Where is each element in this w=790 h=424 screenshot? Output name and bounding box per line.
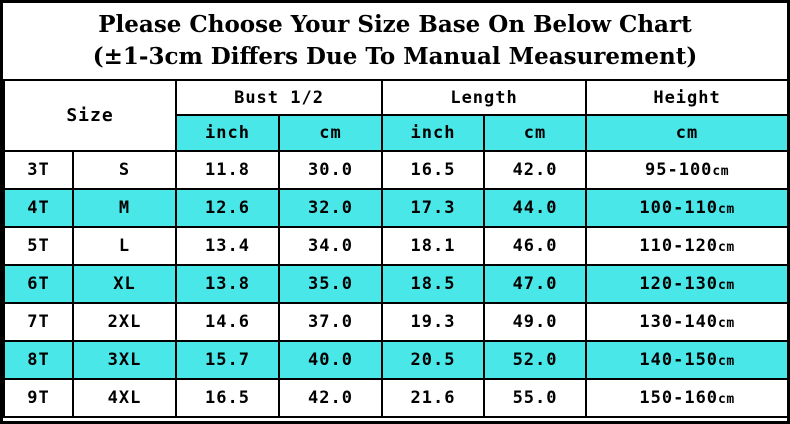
table-cell: 13.8 — [175, 264, 281, 304]
table-cell: 37.0 — [278, 302, 384, 342]
table-cell: 14.6 — [175, 302, 281, 342]
table-cell: 12.6 — [175, 188, 281, 228]
table-cell: L — [71, 226, 178, 266]
table-cell: 4XL — [71, 378, 178, 418]
table-cell: 18.5 — [381, 264, 486, 304]
unit-header-row: inch cm inch cm cm — [4, 114, 787, 152]
table-cell: 100-110cm — [585, 188, 787, 228]
table-row: 8T 3XL 15.7 40.0 20.5 52.0 140-150cm — [3, 340, 787, 380]
height-unit-suffix: cm — [718, 278, 735, 293]
table-cell: 44.0 — [483, 188, 588, 228]
table-row: 9T 4XL 16.5 42.0 21.6 55.0 150-160cm — [3, 378, 787, 418]
table-row: 7T 2XL 14.6 37.0 19.3 49.0 130-140cm — [3, 302, 787, 342]
table-cell: 52.0 — [483, 340, 588, 380]
bust-header-cell: Bust 1/2 — [175, 79, 384, 116]
table-cell: 49.0 — [483, 302, 588, 342]
height-unit-suffix: cm — [718, 240, 735, 255]
table-cell: 19.3 — [381, 302, 486, 342]
table-cell: 16.5 — [381, 150, 486, 190]
chart-title: Please Choose Your Size Base On Below Ch… — [3, 3, 787, 79]
bust-cm-unit-cell: cm — [278, 114, 384, 152]
bust-inch-unit-cell: inch — [175, 114, 281, 152]
table-row: 6T XL 13.8 35.0 18.5 47.0 120-130cm — [3, 264, 787, 304]
table-cell: 11.8 — [175, 150, 281, 190]
chart-title-line1: Please Choose Your Size Base On Below Ch… — [98, 10, 692, 38]
length-header-cell: Length — [381, 79, 588, 116]
group-header-row: Size Bust 1/2 Length Height — [3, 79, 787, 152]
height-cm-unit-cell: cm — [585, 114, 787, 152]
table-cell: 6T — [3, 264, 74, 304]
table-cell: 21.6 — [381, 378, 486, 418]
table-cell: 34.0 — [278, 226, 384, 266]
height-unit-suffix: cm — [718, 202, 735, 217]
table-cell: 150-160cm — [585, 378, 787, 418]
table-cell: 15.7 — [175, 340, 281, 380]
height-unit-suffix: cm — [718, 316, 735, 331]
size-header-cell: Size — [3, 79, 178, 152]
table-row: 4T M 12.6 32.0 17.3 44.0 100-110cm — [3, 188, 787, 228]
size-table-body: 3T S 11.8 30.0 16.5 42.0 95-100cm 4T M 12.6 32.0 17… — [3, 150, 787, 418]
table-cell: 32.0 — [278, 188, 384, 228]
table-cell: 4T — [3, 188, 74, 228]
table-cell: 13.4 — [175, 226, 281, 266]
table-cell: 47.0 — [483, 264, 588, 304]
chart-title-line2: (±1-3cm Differs Due To Manual Measuremen… — [92, 43, 698, 70]
table-row: 5T L 13.4 34.0 18.1 46.0 110-120cm — [3, 226, 787, 266]
table-cell: 55.0 — [483, 378, 588, 418]
table-cell: 120-130cm — [585, 264, 787, 304]
table-cell: 18.1 — [381, 226, 486, 266]
table-cell: 2XL — [71, 302, 178, 342]
table-cell: 110-120cm — [585, 226, 787, 266]
size-chart-table: Size Bust 1/2 Length Height inch cm inch… — [3, 79, 787, 418]
table-cell: XL — [71, 264, 178, 304]
table-cell: 130-140cm — [585, 302, 787, 342]
table-cell: 16.5 — [175, 378, 281, 418]
table-cell: 7T — [3, 302, 74, 342]
table-cell: 35.0 — [278, 264, 384, 304]
height-unit-suffix: cm — [712, 164, 730, 179]
table-cell: 46.0 — [483, 226, 588, 266]
table-cell: 30.0 — [278, 150, 384, 190]
table-cell: 8T — [3, 340, 74, 380]
table-cell: 42.0 — [483, 150, 588, 190]
height-unit-suffix: cm — [718, 354, 735, 369]
table-cell: 140-150cm — [585, 340, 787, 380]
table-cell: 3T — [3, 150, 74, 190]
table-cell: M — [71, 188, 178, 228]
length-cm-unit-cell: cm — [483, 114, 588, 152]
table-cell: S — [71, 150, 178, 190]
length-inch-unit-cell: inch — [381, 114, 486, 152]
table-cell: 95-100cm — [585, 150, 787, 190]
height-unit-suffix: cm — [718, 392, 735, 407]
table-cell: 40.0 — [278, 340, 384, 380]
table-cell: 17.3 — [381, 188, 486, 228]
table-cell: 20.5 — [381, 340, 486, 380]
height-header-cell: Height — [585, 79, 787, 116]
table-cell: 3XL — [71, 340, 178, 380]
table-cell: 9T — [3, 378, 74, 418]
table-cell: 42.0 — [278, 378, 384, 418]
table-cell: 5T — [3, 226, 74, 266]
table-row: 3T S 11.8 30.0 16.5 42.0 95-100cm — [3, 150, 787, 190]
